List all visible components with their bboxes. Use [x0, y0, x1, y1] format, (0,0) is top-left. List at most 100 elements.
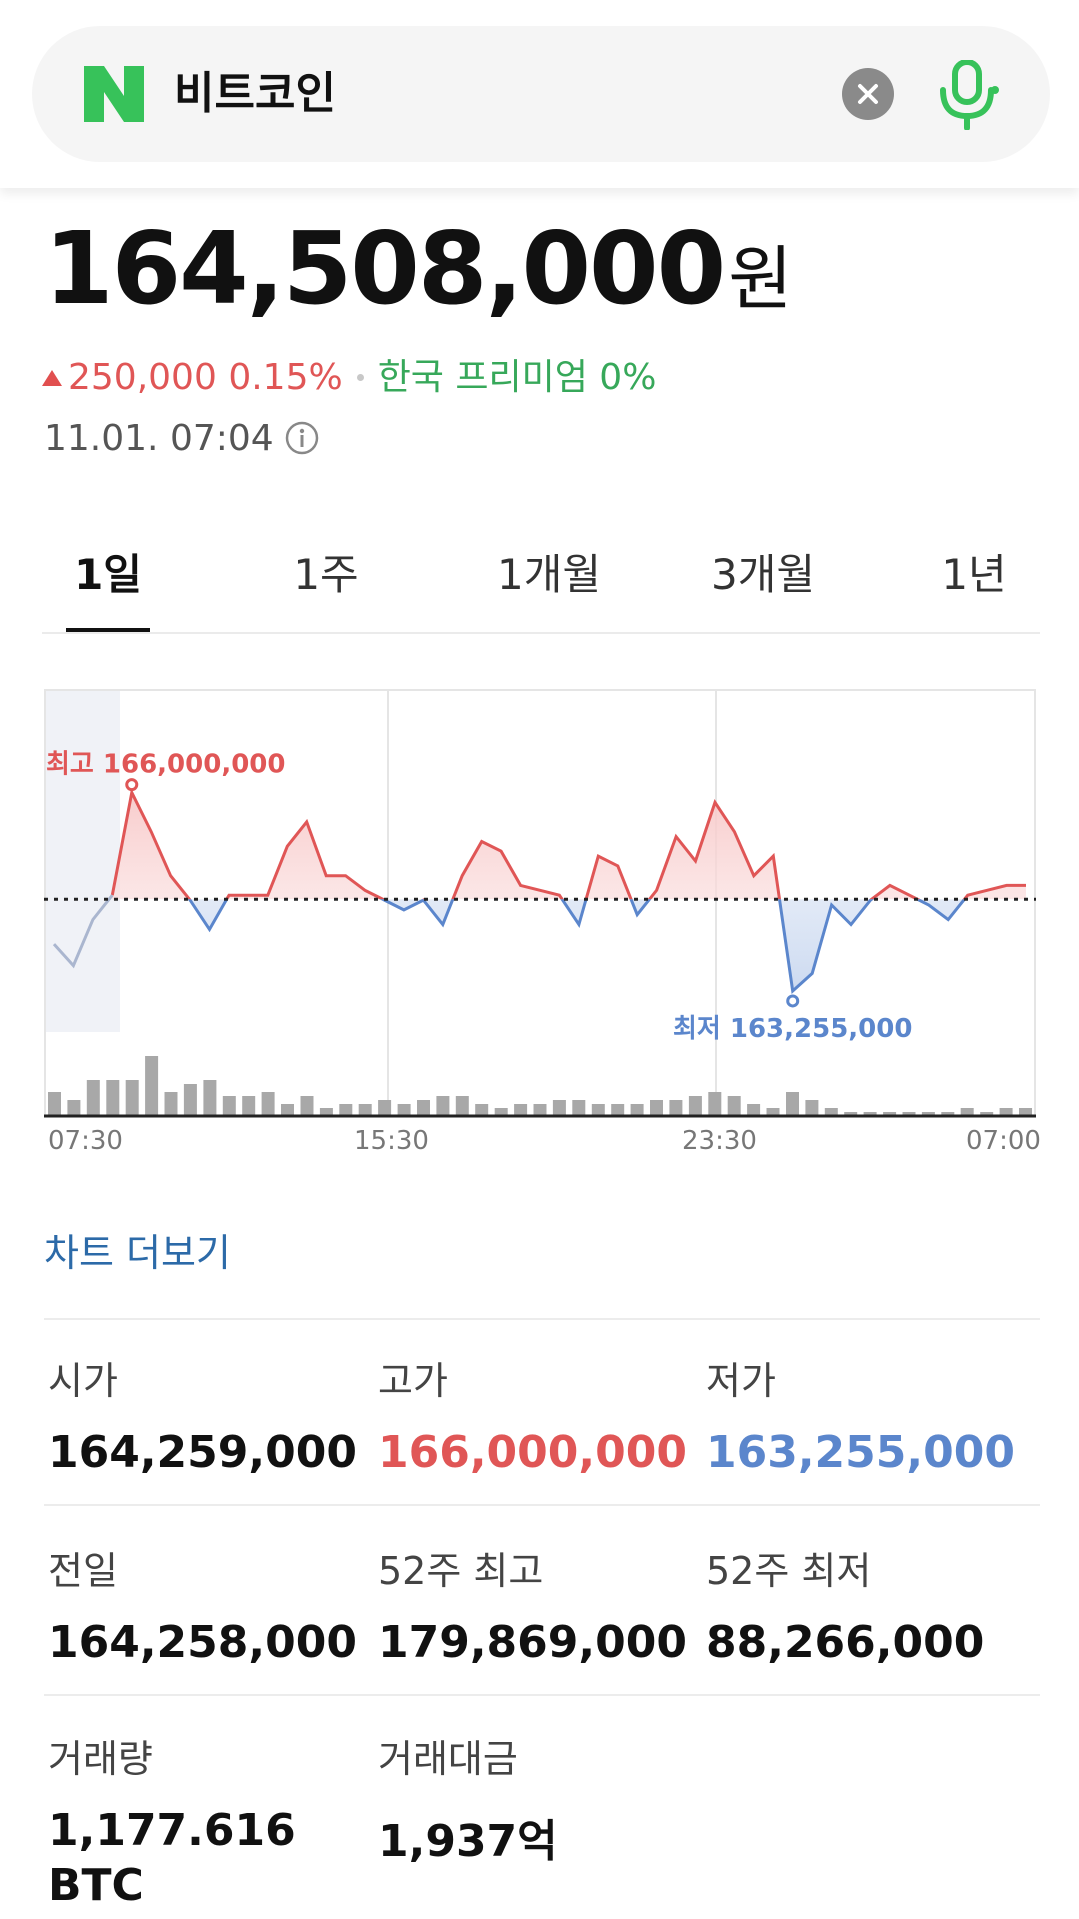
- info-icon[interactable]: [284, 420, 320, 456]
- volume-bar: [941, 1112, 955, 1116]
- volume-bar: [86, 1080, 100, 1116]
- volume-bar: [572, 1100, 586, 1116]
- price-line-premarket: [52, 894, 114, 969]
- volume-bar: [378, 1100, 392, 1116]
- stat-low: 저가 163,255,000: [706, 1350, 1015, 1478]
- stat-value-unit: BTC: [48, 1860, 144, 1911]
- volume-bar: [591, 1104, 605, 1116]
- naver-logo-icon[interactable]: [84, 66, 144, 122]
- volume-bar: [669, 1100, 683, 1116]
- stat-label: 거래량: [48, 1737, 153, 1781]
- stat-trade-value: 거래대금 1,937억: [378, 1728, 558, 1869]
- search-query[interactable]: 비트코인: [174, 68, 336, 119]
- volume-bar: [786, 1092, 799, 1116]
- volume-bar: [455, 1096, 469, 1116]
- volume-bar: [397, 1104, 411, 1116]
- stat-value: 163,255,000: [706, 1427, 1015, 1478]
- search-bar[interactable]: 비트코인: [32, 26, 1050, 162]
- korea-premium: 한국 프리미엄 0%: [377, 357, 657, 398]
- stat-value: 164,259,000: [48, 1427, 357, 1478]
- low-label: 최저 163,255,000: [673, 1014, 912, 1044]
- volume-bar: [805, 1100, 819, 1116]
- volume-bar: [222, 1096, 236, 1116]
- tab-1month[interactable]: 1개월: [496, 550, 601, 599]
- clear-search-button[interactable]: [842, 68, 894, 120]
- volume-bar: [494, 1108, 508, 1116]
- volume-bar: [688, 1096, 702, 1116]
- stat-prev-close: 전일 164,258,000: [48, 1540, 357, 1668]
- stat-label: 거래대금: [378, 1737, 518, 1781]
- microphone-icon[interactable]: [937, 60, 1001, 130]
- volume-bar: [281, 1104, 294, 1116]
- price-timestamp-row: 11.01. 07:04: [44, 418, 320, 459]
- volume-bar: [145, 1056, 159, 1116]
- chart-more-link[interactable]: 차트 더보기: [44, 1231, 231, 1275]
- stat-volume: 거래량 1,177.616 BTC: [48, 1728, 296, 1911]
- volume-bar: [300, 1096, 314, 1116]
- stat-value: 166,000,000: [378, 1427, 687, 1478]
- price-chart[interactable]: 최고 166,000,000 최저 163,255,000 07:30 15:3…: [44, 680, 1041, 1160]
- volume-bar: [902, 1112, 916, 1116]
- volume-bar: [727, 1096, 741, 1116]
- stat-52w-high: 52주 최고 179,869,000: [378, 1540, 687, 1668]
- volume-bar: [417, 1100, 430, 1116]
- volume-bar: [650, 1100, 663, 1116]
- divider: [44, 1694, 1040, 1696]
- volume-bar: [766, 1108, 780, 1116]
- price-line-down: [187, 899, 967, 994]
- volume-bar: [514, 1104, 528, 1116]
- volume-bar: [67, 1100, 81, 1116]
- volume-bar: [883, 1112, 897, 1116]
- close-icon: [858, 84, 878, 104]
- tab-3month[interactable]: 3개월: [710, 550, 815, 599]
- stat-value: 164,258,000: [48, 1617, 357, 1668]
- volume-bar: [863, 1112, 877, 1116]
- volume-bar: [183, 1084, 197, 1116]
- volume-bar: [921, 1112, 935, 1116]
- chart-premarket-shade: [44, 690, 120, 1032]
- up-arrow-icon: [42, 370, 62, 386]
- volume-bar: [164, 1092, 178, 1116]
- area-above-baseline: [112, 792, 1026, 900]
- volume-bar: [48, 1092, 61, 1116]
- high-label: 최고 166,000,000: [46, 750, 285, 780]
- price-change: 250,000 0.15%: [68, 357, 343, 398]
- tab-1day[interactable]: 1일: [66, 540, 150, 632]
- stat-open: 시가 164,259,000: [48, 1350, 357, 1478]
- volume-bar: [1019, 1108, 1032, 1116]
- volume-bar: [999, 1108, 1013, 1116]
- volume-bar: [533, 1104, 547, 1116]
- area-below-baseline: [189, 899, 965, 991]
- separator-dot: [356, 374, 364, 381]
- volume-bar: [475, 1104, 489, 1116]
- volume-bar: [339, 1104, 353, 1116]
- volume-bar: [125, 1080, 139, 1116]
- tab-1week[interactable]: 1주: [293, 550, 359, 599]
- volume-bar: [824, 1108, 838, 1116]
- x-label-2: 23:30: [682, 1126, 757, 1156]
- x-label-1: 15:30: [354, 1126, 429, 1156]
- stat-52w-low: 52주 최저 88,266,000: [706, 1540, 984, 1668]
- volume-bar: [261, 1092, 275, 1116]
- search-header: 비트코인: [0, 0, 1079, 188]
- stat-value: 1,937억: [378, 1816, 558, 1867]
- tab-1year[interactable]: 1년: [941, 550, 1007, 599]
- stat-label: 전일: [48, 1549, 118, 1593]
- volume-bar: [106, 1080, 120, 1116]
- current-price: 164,508,000원: [44, 210, 793, 327]
- volume-bar: [960, 1108, 974, 1116]
- volume-bar: [552, 1100, 566, 1116]
- volume-bar: [319, 1108, 333, 1116]
- stat-label: 저가: [706, 1359, 776, 1403]
- period-tabs: 1일 1주 1개월 3개월 1년: [42, 540, 1040, 634]
- stat-label: 52주 최고: [378, 1549, 544, 1593]
- low-marker: [786, 994, 800, 1008]
- stat-label: 52주 최저: [706, 1549, 872, 1593]
- stat-label: 고가: [378, 1359, 448, 1403]
- price-line-up: [110, 787, 1026, 900]
- stat-value: 1,177.616: [48, 1805, 296, 1856]
- stat-label: 시가: [48, 1359, 118, 1403]
- stat-value: 179,869,000: [378, 1617, 687, 1668]
- volume-bar: [242, 1096, 256, 1116]
- high-marker: [125, 778, 139, 792]
